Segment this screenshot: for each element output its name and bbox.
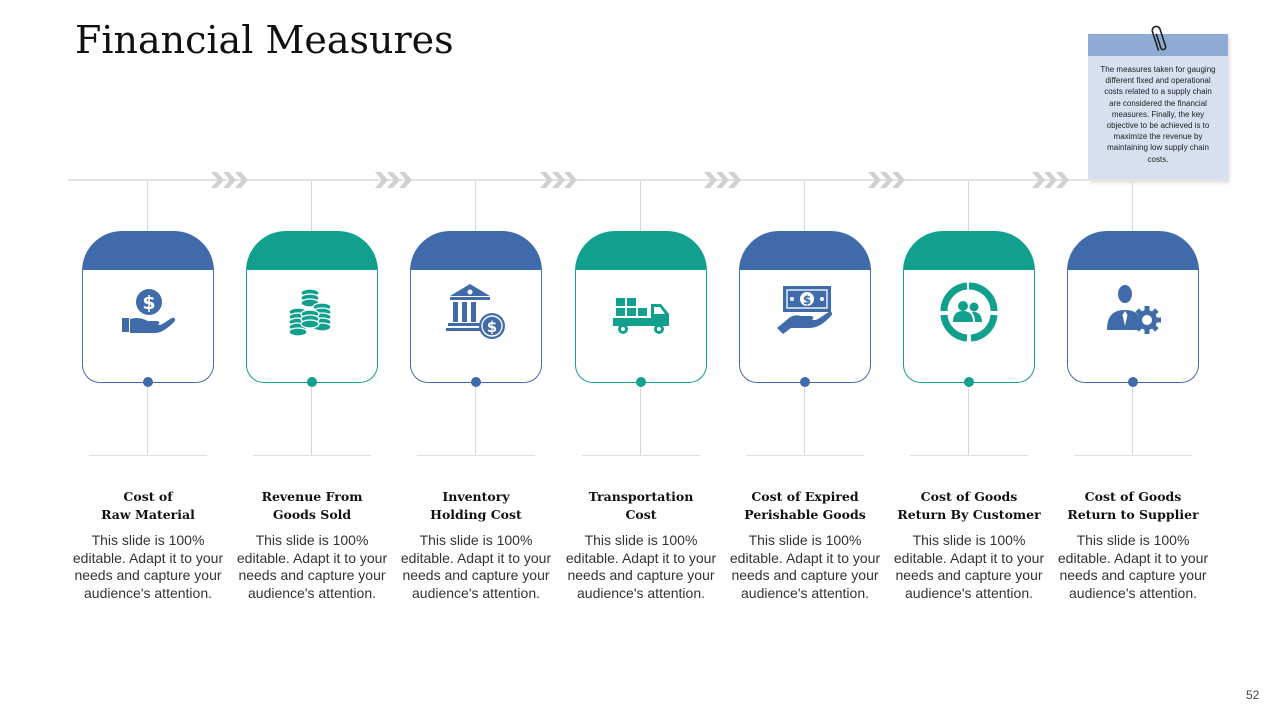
sticky-note-band [1088,34,1228,56]
connector-line [968,181,969,233]
delivery-truck-icon [613,298,669,334]
chevron-arrows-icon [375,172,412,188]
timeline-dot [1128,377,1138,387]
card-dome [246,231,378,271]
card-title: Cost of Expired Perishable Goods [744,489,866,522]
svg-text:$: $ [487,318,497,336]
card-dome [903,231,1035,271]
supplier-gear-icon [1107,285,1161,334]
svg-text:$: $ [803,293,811,307]
baseline [417,455,535,456]
chevron-arrows-icon [868,172,905,188]
sticky-note-text: The measures taken for gauging different… [1100,65,1216,164]
chevron-arrows-icon [211,172,248,188]
baseline [910,455,1028,456]
timeline-dot [964,377,974,387]
timeline-dot [307,377,317,387]
timeline-dot [800,377,810,387]
baseline [89,455,207,456]
card-dome [82,231,214,271]
card-title: Cost of Goods Return to Supplier [1067,489,1199,522]
chevron-arrows-icon [704,172,741,188]
timeline-dot [143,377,153,387]
connector-line [311,387,312,455]
timeline-dot [471,377,481,387]
card-title: Cost of Goods Return By Customer [897,489,1041,522]
baseline [746,455,864,456]
connector-line [1132,181,1133,233]
connector-line [640,181,641,233]
connector-line [147,181,148,233]
cash-hand-icon: $ [777,286,833,334]
card-dome [739,231,871,271]
card-title: Revenue From Goods Sold [261,489,363,522]
card-title: Cost of Raw Material [101,489,195,522]
baseline [1074,455,1192,456]
baseline [582,455,700,456]
page-title: Financial Measures [75,18,454,62]
card-description: This slide is 100% editable. Adapt it to… [893,532,1045,602]
card-title: Transportation Cost [588,489,694,522]
card-title: Inventory Holding Cost [430,489,522,522]
coin-stacks-icon [288,288,332,337]
chevron-arrows-icon [1032,172,1069,188]
paperclip-icon [1151,25,1167,51]
page-number: 52 [1246,688,1260,702]
card-dome [1067,231,1199,271]
customer-return-icon [940,282,998,342]
connector-line [640,387,641,455]
connector-line [475,181,476,233]
connector-line [311,181,312,233]
card-dome [410,231,542,271]
card-box [575,270,707,383]
connector-line [804,387,805,455]
connector-line [475,387,476,455]
connector-line [804,181,805,233]
timeline-line [68,179,1218,181]
baseline [253,455,371,456]
card-description: This slide is 100% editable. Adapt it to… [565,532,717,602]
card-description: This slide is 100% editable. Adapt it to… [1057,532,1209,602]
timeline-dot [636,377,646,387]
connector-line [1132,387,1133,455]
card-description: This slide is 100% editable. Adapt it to… [236,532,388,602]
card-description: This slide is 100% editable. Adapt it to… [400,532,552,602]
sticky-note: The measures taken for gauging different… [1088,34,1228,180]
money-hand-icon: $ [122,289,176,333]
card-description: This slide is 100% editable. Adapt it to… [72,532,224,602]
chevron-arrows-icon [540,172,577,188]
svg-text:$: $ [142,292,155,314]
card-dome [575,231,707,271]
card-description: This slide is 100% editable. Adapt it to… [729,532,881,602]
bank-dollar-icon: $ [446,284,505,339]
connector-line [147,387,148,455]
connector-line [968,387,969,455]
